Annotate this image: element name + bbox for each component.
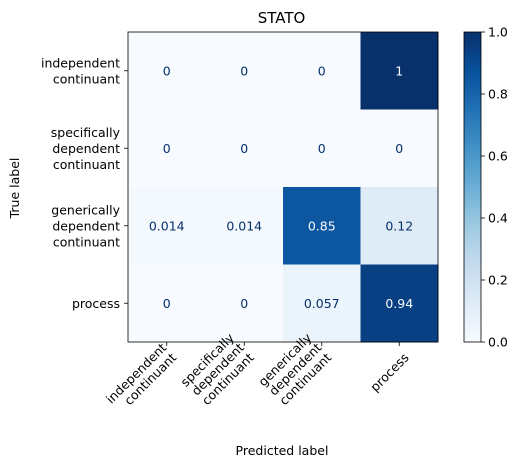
heatmap-cell-value: 0.94 bbox=[385, 296, 413, 311]
heatmap-cell-r1-c3 bbox=[360, 109, 439, 188]
x-tick-labels: independentcontinuantspecificallydepende… bbox=[103, 330, 412, 416]
heatmap-cell-value: 0.85 bbox=[308, 218, 336, 233]
heatmap-cell-value: 0 bbox=[163, 141, 171, 156]
colorbar-tick-label: 0.4 bbox=[488, 211, 508, 226]
heatmap-cell-r3-c0 bbox=[128, 264, 206, 343]
x-tick-label-group: process bbox=[367, 350, 412, 395]
heatmap-cell-value: 0 bbox=[395, 141, 403, 156]
heatmap-cell-value: 0 bbox=[163, 296, 171, 311]
y-tick-label: specifically dependent continuant bbox=[51, 125, 121, 172]
heatmap-axes bbox=[124, 31, 439, 346]
heatmap-cell-value: 0 bbox=[163, 63, 171, 78]
heatmap-cell-value: 0.014 bbox=[226, 218, 262, 233]
x-tick-label: independentcontinuant bbox=[103, 340, 179, 416]
heatmap-frame bbox=[127, 31, 439, 343]
x-tick-label: process bbox=[367, 350, 412, 395]
heatmap-cell-value: 0 bbox=[318, 141, 326, 156]
y-tick-label: process bbox=[72, 296, 120, 311]
heatmap-cells bbox=[128, 32, 439, 343]
heatmap-cell-value: 1 bbox=[395, 63, 403, 78]
colorbar-tick-label: 0.0 bbox=[488, 335, 508, 350]
heatmap-cell-r2-c0 bbox=[128, 187, 206, 265]
colorbar-gradient bbox=[463, 31, 482, 343]
chart-title: STATO bbox=[258, 9, 306, 27]
y-axis-label: True label bbox=[7, 158, 22, 220]
heatmap-cell-r1-c2 bbox=[283, 109, 361, 188]
heatmap-cell-value: 0.014 bbox=[149, 218, 185, 233]
heatmap-cell-r0-c2 bbox=[283, 32, 361, 110]
heatmap-cell-r0-c1 bbox=[205, 32, 284, 110]
x-tick-label-group: independentcontinuant bbox=[103, 340, 179, 416]
colorbar-tick-label: 0.2 bbox=[488, 273, 508, 288]
colorbar: 0.0 0.2 0.4 0.6 0.8 1.0 bbox=[463, 25, 508, 350]
heatmap-cell-r2-c1 bbox=[205, 187, 284, 265]
heatmap-cell-value: 0.12 bbox=[385, 218, 413, 233]
heatmap-cell-r3-c1 bbox=[205, 264, 284, 343]
y-tick-labels: independent continuant specifically depende… bbox=[41, 55, 121, 311]
heatmap-cell-r1-c1 bbox=[205, 109, 284, 188]
colorbar-tick-label: 1.0 bbox=[488, 25, 508, 40]
heatmap-cell-r0-c0 bbox=[128, 32, 206, 110]
heatmap-cell-labels: 0 0 0 1 0 0 0 0 0.014 0.014 0.85 0.12 0 0 0.057 0.94 bbox=[149, 63, 413, 311]
heatmap-cell-r0-c3 bbox=[360, 32, 439, 110]
y-tick-label: generically dependent continuant bbox=[51, 202, 120, 249]
heatmap-cell-value: 0 bbox=[240, 141, 248, 156]
y-tick-label: independent continuant bbox=[41, 55, 120, 86]
heatmap-cell-r3-c3 bbox=[360, 264, 439, 343]
heatmap-cell-r1-c0 bbox=[128, 109, 206, 188]
heatmap-cell-r2-c3 bbox=[360, 187, 439, 265]
heatmap-cell-value: 0.057 bbox=[304, 296, 340, 311]
colorbar-tick-label: 0.8 bbox=[488, 87, 508, 102]
colorbar-tick-label: 0.6 bbox=[488, 149, 508, 164]
x-axis-label: Predicted label bbox=[236, 443, 329, 458]
heatmap-cell-r3-c2 bbox=[283, 264, 361, 343]
heatmap-cell-r2-c2 bbox=[283, 187, 361, 265]
heatmap-cell-value: 0 bbox=[318, 63, 326, 78]
heatmap-cell-value: 0 bbox=[240, 296, 248, 311]
heatmap-cell-value: 0 bbox=[240, 63, 248, 78]
